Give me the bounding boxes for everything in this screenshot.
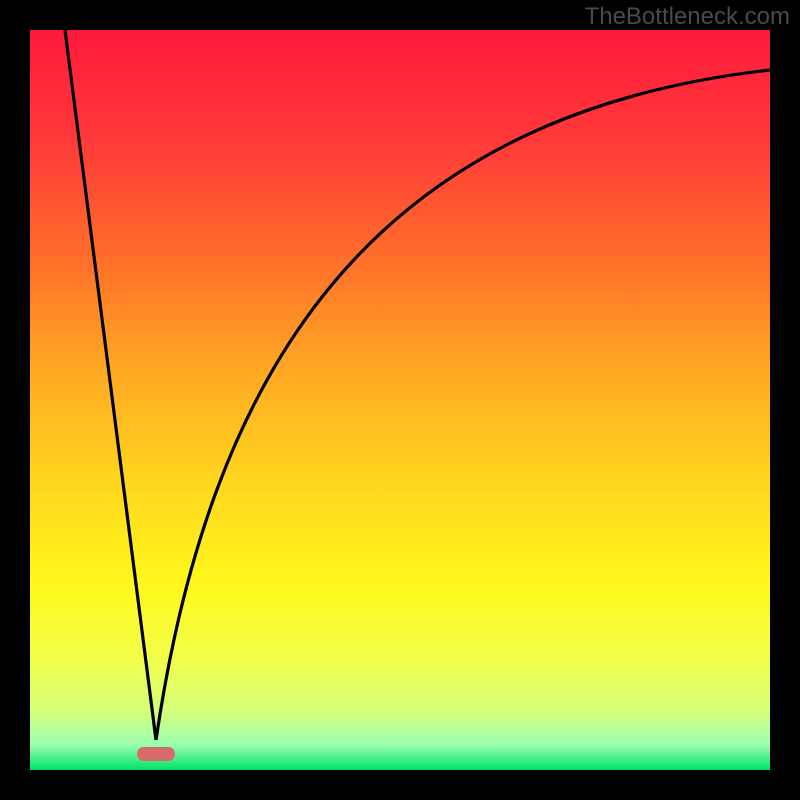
watermark-text: TheBottleneck.com (585, 3, 790, 30)
sweet-spot-marker (137, 747, 175, 761)
bottleneck-chart: TheBottleneck.com (0, 0, 800, 800)
heat-gradient-background (30, 30, 770, 770)
chart-container: { "image": { "width": 800, "height": 800… (0, 0, 800, 800)
